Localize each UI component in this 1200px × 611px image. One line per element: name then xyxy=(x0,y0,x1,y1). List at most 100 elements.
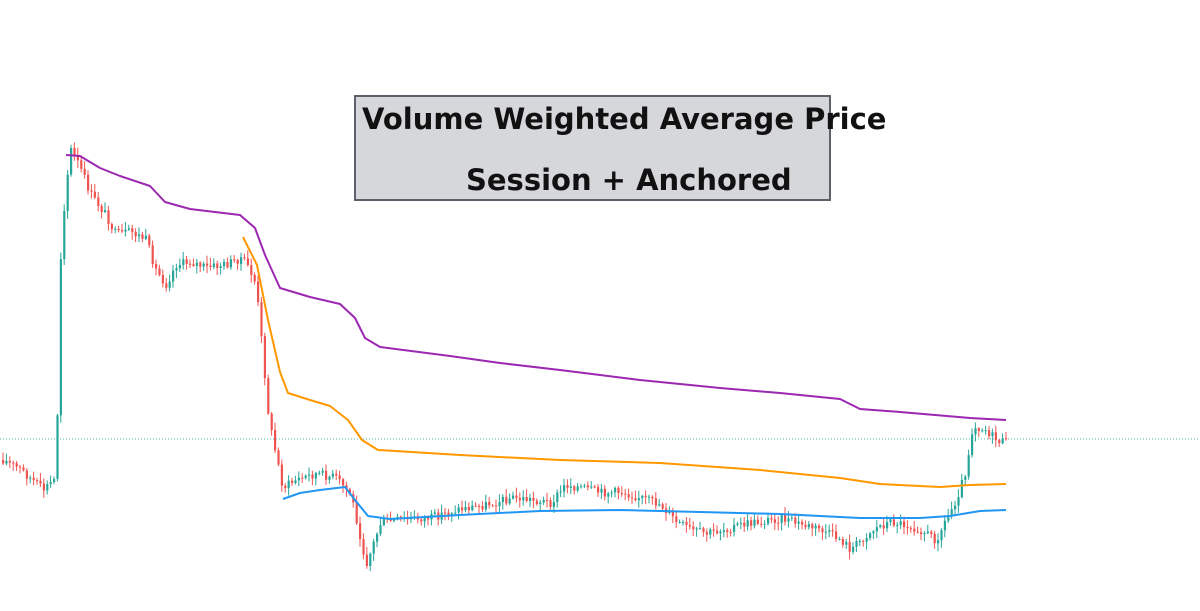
candle-body xyxy=(488,501,491,506)
candle-body xyxy=(311,474,314,479)
candle-body xyxy=(576,486,579,491)
candle-body xyxy=(797,521,800,524)
vwap-blue-line xyxy=(282,486,1007,520)
candle-body xyxy=(216,263,219,269)
candle-body xyxy=(954,505,957,510)
vwap-orange-line xyxy=(242,236,1007,488)
candle-body xyxy=(66,174,69,212)
candle-body xyxy=(444,512,447,514)
candle-body xyxy=(93,191,96,198)
candle-body xyxy=(886,522,889,529)
candle-body xyxy=(529,497,532,501)
candle-body xyxy=(637,498,640,501)
candle-body xyxy=(226,261,229,268)
candle-body xyxy=(263,336,266,379)
candle-body xyxy=(522,497,525,501)
candle-body xyxy=(814,525,817,529)
candle-body xyxy=(335,473,338,476)
candle-body xyxy=(600,488,603,493)
candle-body xyxy=(811,524,814,529)
candle-body xyxy=(736,523,739,525)
candle-body xyxy=(845,542,848,545)
candle-body xyxy=(597,487,600,493)
candle-body xyxy=(828,530,831,532)
candle-body xyxy=(209,265,212,268)
candle-body xyxy=(382,517,385,526)
candle-body xyxy=(338,475,341,480)
candle-body xyxy=(365,554,368,566)
candle-body xyxy=(304,475,307,478)
candle-body xyxy=(923,533,926,535)
candle-body xyxy=(583,485,586,487)
candle-body xyxy=(658,504,661,506)
candle-body xyxy=(702,528,705,533)
candle-body xyxy=(852,546,855,552)
candle-body xyxy=(32,477,35,481)
candle-body xyxy=(155,264,158,269)
candle-body xyxy=(607,493,610,497)
candle-body xyxy=(505,496,508,504)
candle-body xyxy=(457,507,460,513)
candle-body xyxy=(916,531,919,533)
candle-body xyxy=(546,500,549,502)
candle-body xyxy=(675,516,678,523)
candle-body xyxy=(250,265,253,275)
candle-body xyxy=(314,473,317,479)
candle-body xyxy=(253,274,256,282)
candle-body xyxy=(117,228,120,231)
candle-body xyxy=(100,206,103,213)
candle-body xyxy=(950,509,953,516)
candle-body xyxy=(967,455,970,477)
candle-body xyxy=(787,518,790,522)
candle-body xyxy=(8,460,11,463)
candle-body xyxy=(566,485,569,488)
candle-body xyxy=(981,430,984,432)
candle-body xyxy=(280,464,283,486)
candle-body xyxy=(739,522,742,524)
candle-body xyxy=(182,259,185,266)
candle-body xyxy=(627,494,630,498)
candle-body xyxy=(80,160,83,169)
candle-body xyxy=(185,259,188,264)
candle-body xyxy=(2,460,5,464)
candle-body xyxy=(39,480,42,484)
candle-body xyxy=(722,530,725,532)
candle-body xyxy=(862,540,865,542)
candle-body xyxy=(654,498,657,506)
candle-body xyxy=(569,486,572,488)
candle-body xyxy=(104,210,107,213)
candle-body xyxy=(63,211,66,260)
candle-body xyxy=(25,470,28,479)
candle-body xyxy=(709,529,712,535)
chart-title-box: Volume Weighted Average Price Session + … xyxy=(354,95,886,201)
candle-body xyxy=(753,519,756,526)
chart-subtitle: Session + Anchored xyxy=(466,163,792,197)
candle-body xyxy=(807,524,810,528)
candle-body xyxy=(189,263,192,265)
candle-body xyxy=(695,528,698,530)
candle-body xyxy=(906,527,909,529)
candle-body xyxy=(610,492,613,494)
candle-body xyxy=(474,505,477,507)
candle-body xyxy=(127,228,130,230)
candle-body xyxy=(688,525,691,527)
candle-body xyxy=(362,539,365,555)
candle-body xyxy=(882,525,885,529)
candle-body xyxy=(97,197,100,207)
candle-body xyxy=(926,531,929,534)
candle-body xyxy=(532,497,535,501)
candle-body xyxy=(141,234,144,239)
candle-body xyxy=(36,480,39,482)
candle-body xyxy=(195,262,198,266)
candle-body xyxy=(508,498,511,504)
candle-body xyxy=(328,476,331,480)
candle-body xyxy=(518,498,521,501)
candle-body xyxy=(257,281,260,303)
candle-body xyxy=(671,511,674,517)
candle-body xyxy=(15,463,18,467)
candle-body xyxy=(804,524,807,528)
candle-body xyxy=(930,531,933,534)
candle-body xyxy=(801,521,804,525)
candle-body xyxy=(148,235,151,246)
